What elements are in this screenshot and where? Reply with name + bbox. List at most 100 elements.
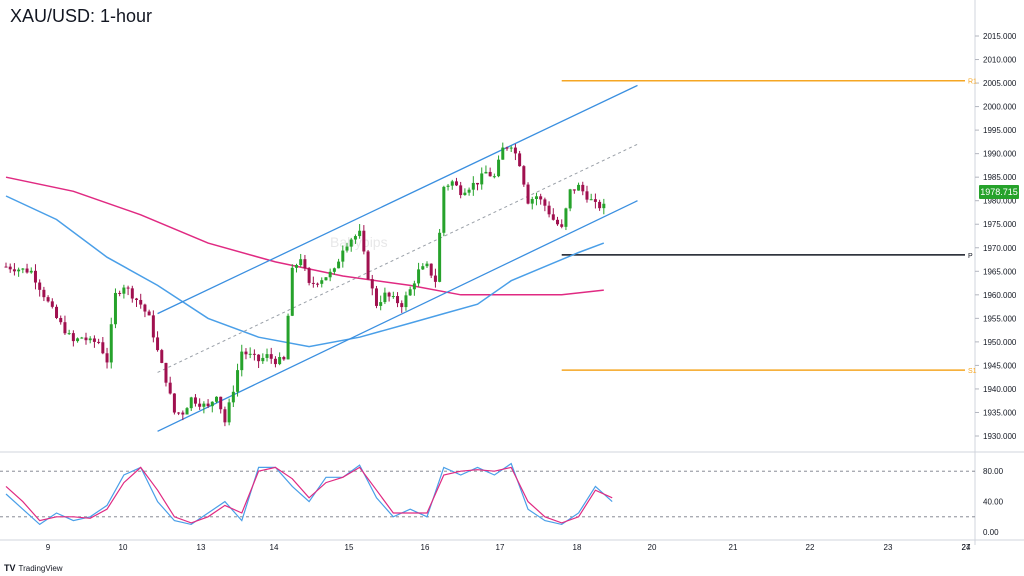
candle-body [497, 159, 501, 177]
x-tick-label: 20 [648, 543, 657, 552]
candle-body [101, 342, 105, 354]
candle-body [307, 268, 311, 283]
candle-body [391, 296, 395, 298]
candle-body [556, 219, 560, 225]
candle-body [484, 171, 488, 174]
candle-body [324, 277, 328, 281]
candle-body [42, 289, 46, 298]
candle-body [50, 301, 54, 307]
pivot-label-r1: R1 [968, 79, 977, 86]
candle-body [341, 250, 345, 262]
candle-body [4, 266, 8, 268]
candle-body [522, 166, 526, 185]
candle-body [17, 269, 21, 272]
candle-body [408, 289, 412, 296]
candle-body [143, 304, 147, 312]
tradingview-brand: TV TradingView [4, 563, 63, 573]
candle-body [202, 403, 206, 407]
y-tick-label: 2015.000 [983, 32, 1017, 41]
candle-body [252, 353, 256, 355]
chart-title: XAU/USD: 1-hour [10, 6, 153, 26]
candle-body [139, 299, 143, 305]
candle-body [492, 176, 496, 178]
pivot-label-p: P [968, 253, 973, 260]
channel-line-lower [157, 200, 638, 432]
x-tick-label: 17 [496, 543, 505, 552]
candle-body [396, 296, 400, 304]
candle-body [240, 351, 244, 371]
y-tick-label: 1970.000 [983, 244, 1017, 253]
candle-body [172, 393, 176, 413]
candle-body [383, 292, 387, 303]
candle-body [168, 382, 172, 394]
candle-body [29, 270, 33, 273]
candle-body [585, 191, 589, 200]
candle-body [160, 350, 164, 363]
x-tick-label: 16 [421, 543, 430, 552]
candle-body [328, 271, 332, 278]
candle-body [577, 184, 581, 191]
y-tick-label: 1995.000 [983, 126, 1017, 135]
candle-body [206, 403, 210, 407]
candle-body [290, 267, 294, 316]
candle-body [417, 269, 421, 284]
candle-body [33, 270, 37, 283]
stochastic-line-pink [5, 466, 613, 524]
candle-body [126, 287, 130, 289]
candle-body [526, 184, 530, 204]
candle-body [227, 402, 231, 423]
candle-body [118, 292, 122, 294]
candle-body [122, 287, 126, 294]
channel-line-mid [157, 143, 638, 373]
candle-body [362, 230, 366, 252]
candle-body [412, 283, 416, 290]
candle-body [387, 292, 391, 297]
y-tick-label: 2010.000 [983, 56, 1017, 65]
candle-body [261, 357, 265, 362]
y-tick-label: 1985.000 [983, 173, 1017, 182]
candle-body [63, 322, 67, 334]
candle-body [219, 396, 223, 410]
candle-body [353, 236, 357, 240]
candle-body [349, 239, 353, 247]
y-tick-label: 2005.000 [983, 79, 1017, 88]
candle-body [109, 324, 113, 363]
candle-body [480, 173, 484, 185]
candle-body [177, 412, 181, 414]
candle-body [185, 408, 189, 415]
candle-body [286, 315, 290, 360]
y-tick-label: 1960.000 [983, 291, 1017, 300]
candle-body [501, 147, 505, 160]
x-tick-label: 23 [884, 543, 893, 552]
candle-body [332, 268, 336, 272]
candle-body [320, 280, 324, 284]
candle-body [505, 147, 509, 149]
tradingview-name: TradingView [18, 563, 63, 573]
candle-body [244, 351, 248, 355]
x-tick-label: 24 [962, 543, 971, 552]
candle-body [598, 201, 602, 209]
candle-body [509, 147, 513, 149]
candle-body [80, 337, 84, 339]
candle-body [303, 259, 307, 269]
candle-body [421, 266, 425, 270]
x-tick-label: 22 [806, 543, 815, 552]
candle-body [71, 333, 75, 342]
candle-body [602, 203, 606, 209]
candle-body [156, 337, 160, 351]
x-tick-label: 27 [962, 543, 971, 552]
candle-body [97, 341, 101, 343]
candle-body [8, 266, 12, 270]
candle-body [467, 189, 471, 193]
last-price-label: 1978.715 [979, 185, 1019, 199]
y-tick-label: 2000.000 [983, 103, 1017, 112]
candle-body [404, 295, 408, 308]
candle-body [105, 353, 109, 363]
candle-body [488, 171, 492, 177]
candle-body [231, 391, 235, 403]
candle-body [446, 185, 450, 187]
candle-body [311, 282, 315, 284]
candle-body [210, 401, 214, 407]
y-tick-label: 1935.000 [983, 408, 1017, 417]
